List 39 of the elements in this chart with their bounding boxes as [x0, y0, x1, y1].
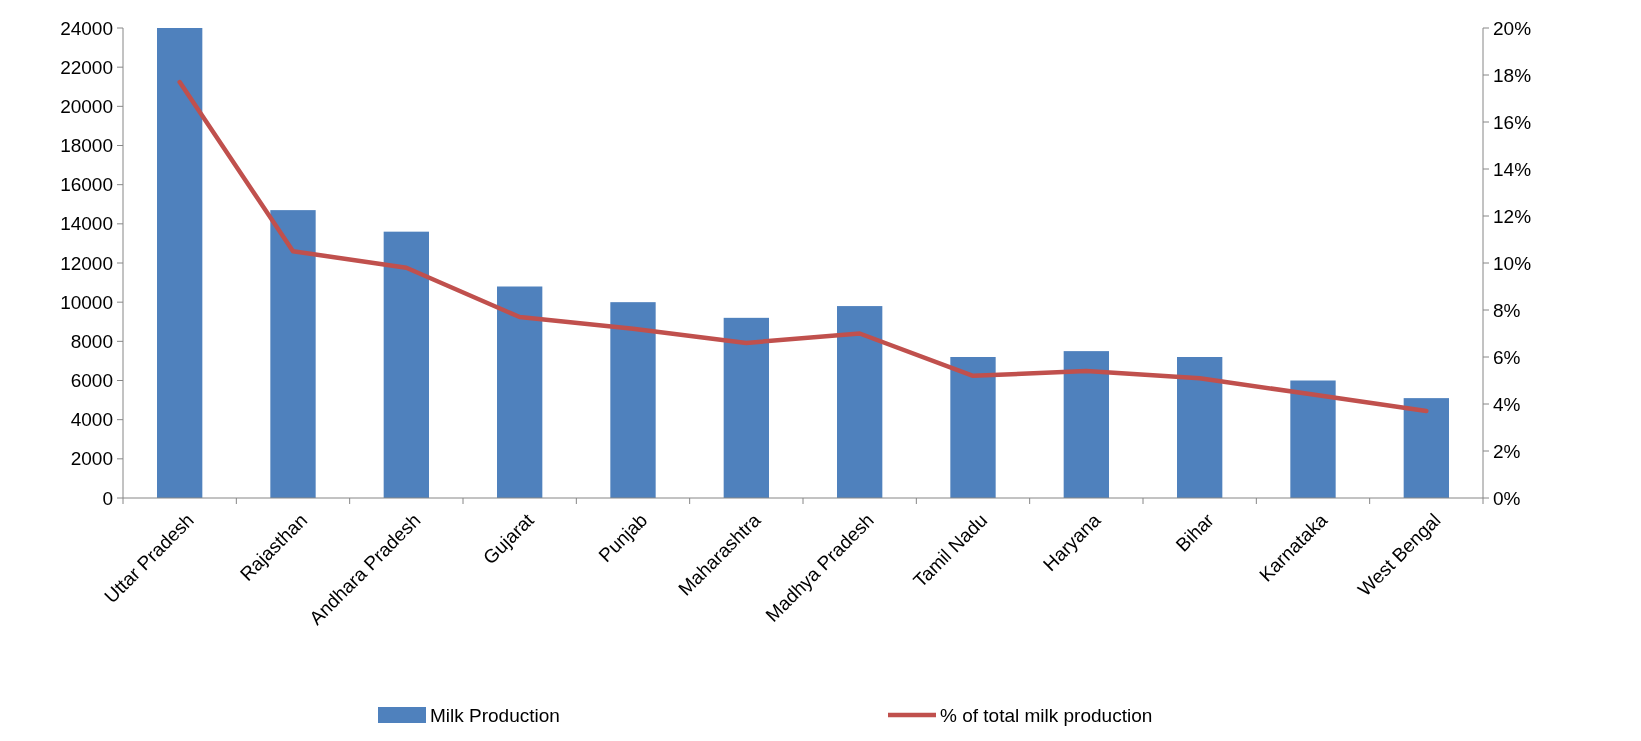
bar — [610, 302, 656, 498]
y-tick-label: 4000 — [70, 409, 113, 431]
line-series — [177, 79, 1429, 414]
y2-tick-label: 10% — [1493, 252, 1532, 274]
y2-tick-label: 6% — [1493, 346, 1521, 368]
y-tick-label: 8000 — [70, 330, 113, 352]
y2-tick-label: 20% — [1493, 17, 1532, 39]
bar — [1290, 380, 1336, 498]
y-tick-label: 24000 — [60, 17, 113, 39]
y-tick-label: 14000 — [60, 213, 113, 235]
y2-tick-label: 0% — [1493, 487, 1521, 509]
y-tick-label: 20000 — [60, 95, 113, 117]
y-tick-label: 2000 — [70, 448, 113, 470]
y-tick-label: 16000 — [60, 174, 113, 196]
y-tick-label: 10000 — [60, 291, 113, 313]
bar — [837, 306, 883, 498]
y-tick-label: 0 — [102, 487, 113, 509]
y-tick-label: 6000 — [70, 370, 113, 392]
bar — [157, 28, 203, 498]
bar — [383, 231, 429, 498]
bar — [270, 210, 316, 498]
bar — [950, 357, 996, 498]
bar — [1177, 357, 1223, 498]
y2-tick-label: 4% — [1493, 393, 1521, 415]
y-tick-label: 18000 — [60, 135, 113, 157]
y2-tick-label: 8% — [1493, 299, 1521, 321]
y2-tick-label: 14% — [1493, 158, 1532, 180]
legend-label: % of total milk production — [940, 704, 1153, 726]
legend-label: Milk Production — [430, 704, 560, 726]
y2-tick-label: 16% — [1493, 111, 1532, 133]
bar — [497, 286, 543, 498]
bar — [1063, 351, 1109, 498]
y-tick-label: 22000 — [60, 56, 113, 78]
y2-tick-label: 12% — [1493, 205, 1532, 227]
y-tick-label: 12000 — [60, 252, 113, 274]
bar — [1403, 398, 1449, 498]
y2-tick-label: 2% — [1493, 440, 1521, 462]
bar — [723, 317, 769, 498]
y2-tick-label: 18% — [1493, 64, 1532, 86]
